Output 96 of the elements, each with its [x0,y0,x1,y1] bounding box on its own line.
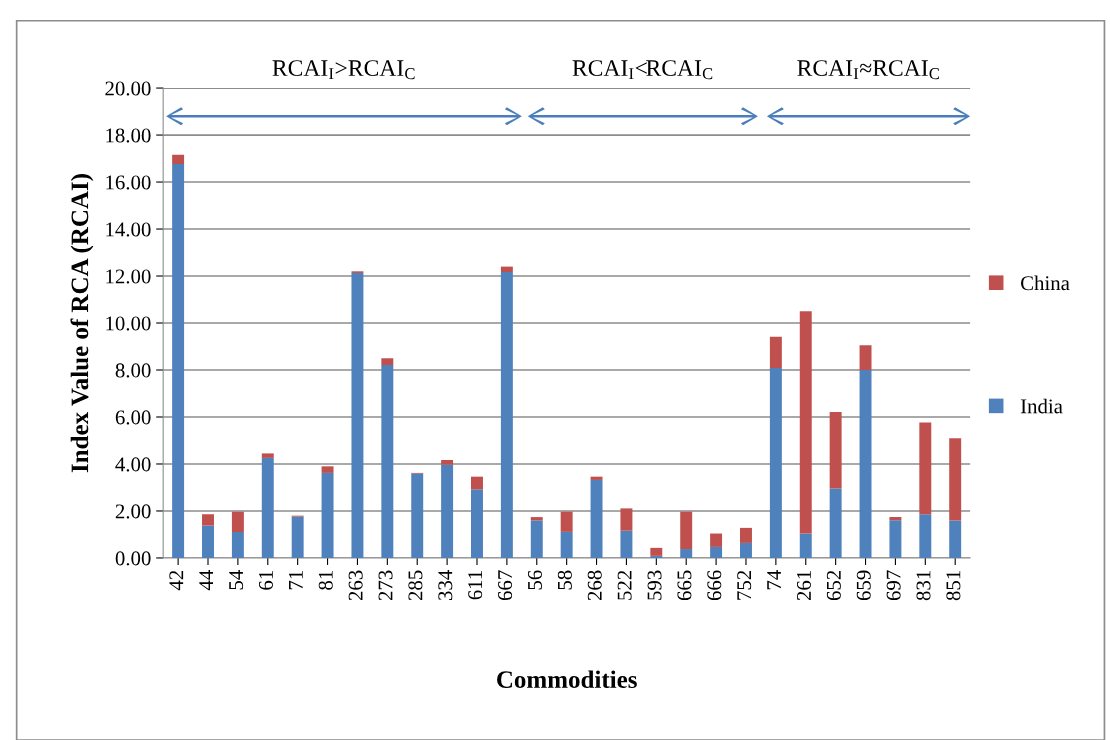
bar [769,367,782,558]
bar [620,508,633,531]
bar [530,520,543,558]
x-tick-label: 522 [617,570,632,600]
bar [710,546,723,558]
bar [949,520,962,558]
x-tick-label: 851 [946,571,961,601]
bar [351,272,364,558]
bar [590,476,603,480]
x-tick-label: 54 [229,570,244,590]
y-axis-title: Index Value of RCA (RCAI) [70,174,94,473]
bar [202,525,214,558]
bar [202,514,214,526]
y-tick-label: 14.00 [106,222,151,237]
x-tick-label: 697 [886,570,901,601]
bar [590,479,603,558]
bar [231,511,244,532]
bar [261,453,274,458]
y-tick-label: 8.00 [115,363,151,378]
bar [172,163,185,558]
bar [441,459,454,465]
x-tick-label: 58 [557,570,572,590]
y-tick-label: 18.00 [106,128,151,143]
y-tick-label: 10.00 [106,316,151,331]
bar [829,412,842,489]
x-tick-label: 261 [796,571,811,601]
x-tick-label: 81 [318,571,333,590]
bar [560,511,573,532]
bar [261,457,274,558]
x-axis-title: Commodities [497,670,637,689]
bar [919,422,932,515]
bar [859,370,872,558]
x-tick-label: 831 [916,571,931,601]
legend-label: China [1021,275,1070,291]
x-tick-label: 666 [707,570,722,601]
bar [740,527,752,543]
text: RCAI$_{I}$>RCAI$_{C}$ [272,60,415,80]
x-tick-label: 42 [169,570,184,591]
bar [381,365,394,558]
bar [949,438,962,521]
x-tick-label: 667 [498,570,513,601]
bar [500,272,513,558]
x-tick-label: 752 [737,570,752,600]
bar [829,488,842,558]
y-tick-label: 12.00 [106,269,151,284]
x-tick-label: 665 [677,570,692,601]
x-tick-label: 659 [856,570,871,601]
bar [500,266,513,273]
bar [859,345,872,370]
bar [889,517,902,521]
y-tick-label: 20.00 [105,81,151,96]
bar [710,533,723,547]
text: RCAI$_{I}$<RCAI$_{C}$ [572,60,713,80]
bar [321,472,334,558]
y-tick-label: 2.00 [115,504,151,519]
x-tick-label: 74 [767,570,781,590]
bar [620,530,633,558]
bar [650,555,663,558]
bar [740,542,752,558]
x-tick-label: 56 [527,570,542,590]
bar [231,531,244,558]
bar [919,514,932,558]
x-tick-label: 263 [348,570,363,601]
bar [769,336,782,368]
bar [799,533,812,558]
bar [560,531,573,558]
x-tick-label: 71 [288,571,303,590]
bar [321,466,334,473]
bar [411,473,424,558]
bar [650,547,663,556]
bar [799,311,812,534]
x-tick-label: 652 [826,570,841,601]
bar [471,476,483,490]
y-tick-label: 16.00 [106,175,151,190]
bar [441,464,454,558]
bar [291,516,304,558]
bar [172,154,185,164]
y-tick-label: 6.00 [115,410,151,425]
bar [889,520,902,558]
bar [680,511,693,550]
legend-label: India [1020,398,1063,414]
bar [381,358,394,366]
x-tick-label: 44 [199,570,214,591]
text: RCAI$_{I}$≈RCAI$_{C}$ [797,60,939,80]
x-tick-label: 334 [438,570,453,601]
x-tick-label: 593 [647,570,662,600]
x-tick-label: 273 [378,570,393,601]
bar [680,549,693,558]
x-tick-label: 61 [258,571,273,590]
bar [471,489,483,558]
x-tick-label: 611 [468,571,483,600]
y-tick-label: 0.00 [115,551,151,566]
bar [530,517,543,521]
x-tick-label: 285 [408,570,423,601]
x-tick-label: 268 [587,570,602,601]
y-tick-label: 4.00 [115,457,151,472]
